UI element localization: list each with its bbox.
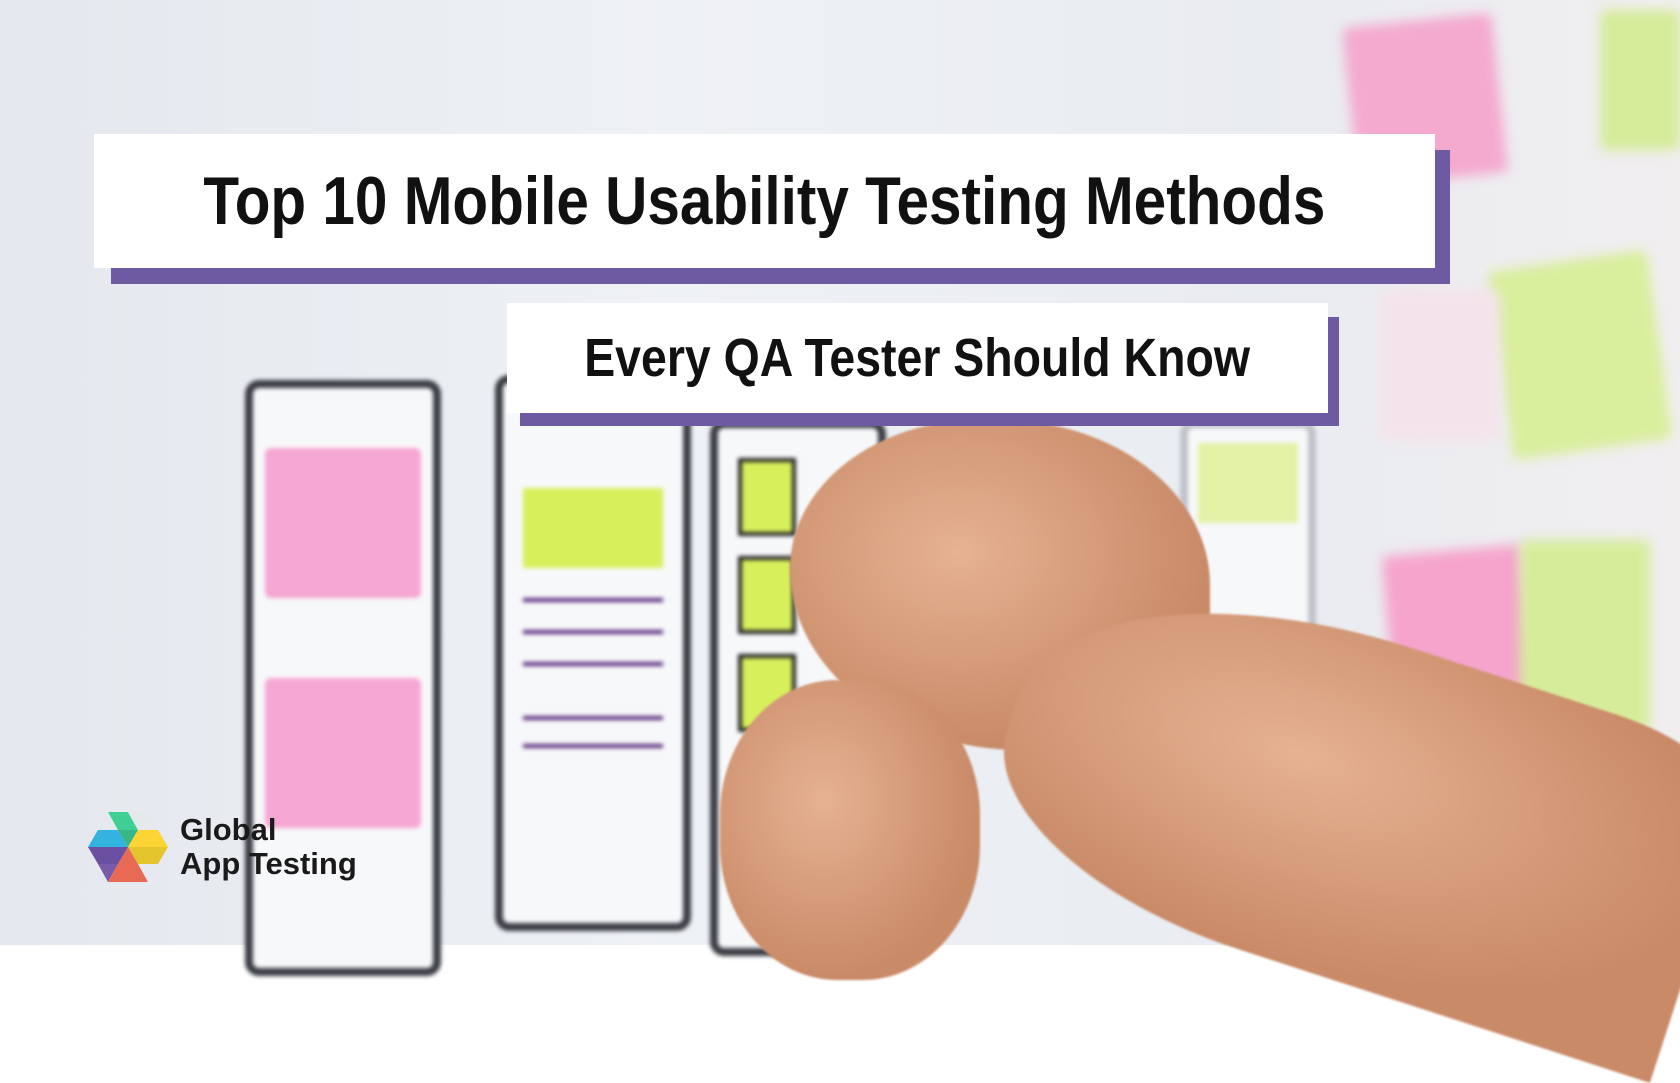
page-title: Top 10 Mobile Usability Testing Methods (203, 163, 1326, 239)
brand-logo: Global App Testing (88, 810, 357, 884)
sticky-note (1600, 10, 1680, 150)
hand-image (720, 680, 980, 980)
title-banner: Top 10 Mobile Usability Testing Methods (94, 134, 1435, 268)
hexagon-cube-logo-icon (88, 812, 168, 882)
wireframe-card (495, 375, 691, 931)
subtitle-banner: Every QA Tester Should Know (507, 303, 1328, 413)
brand-name-line2: App Testing (180, 846, 357, 881)
wireframe-card (245, 380, 441, 976)
page-subtitle: Every QA Tester Should Know (584, 328, 1251, 388)
sticky-note (1487, 249, 1673, 461)
sticky-note (1380, 290, 1500, 440)
brand-name-line1: Global (180, 812, 277, 847)
